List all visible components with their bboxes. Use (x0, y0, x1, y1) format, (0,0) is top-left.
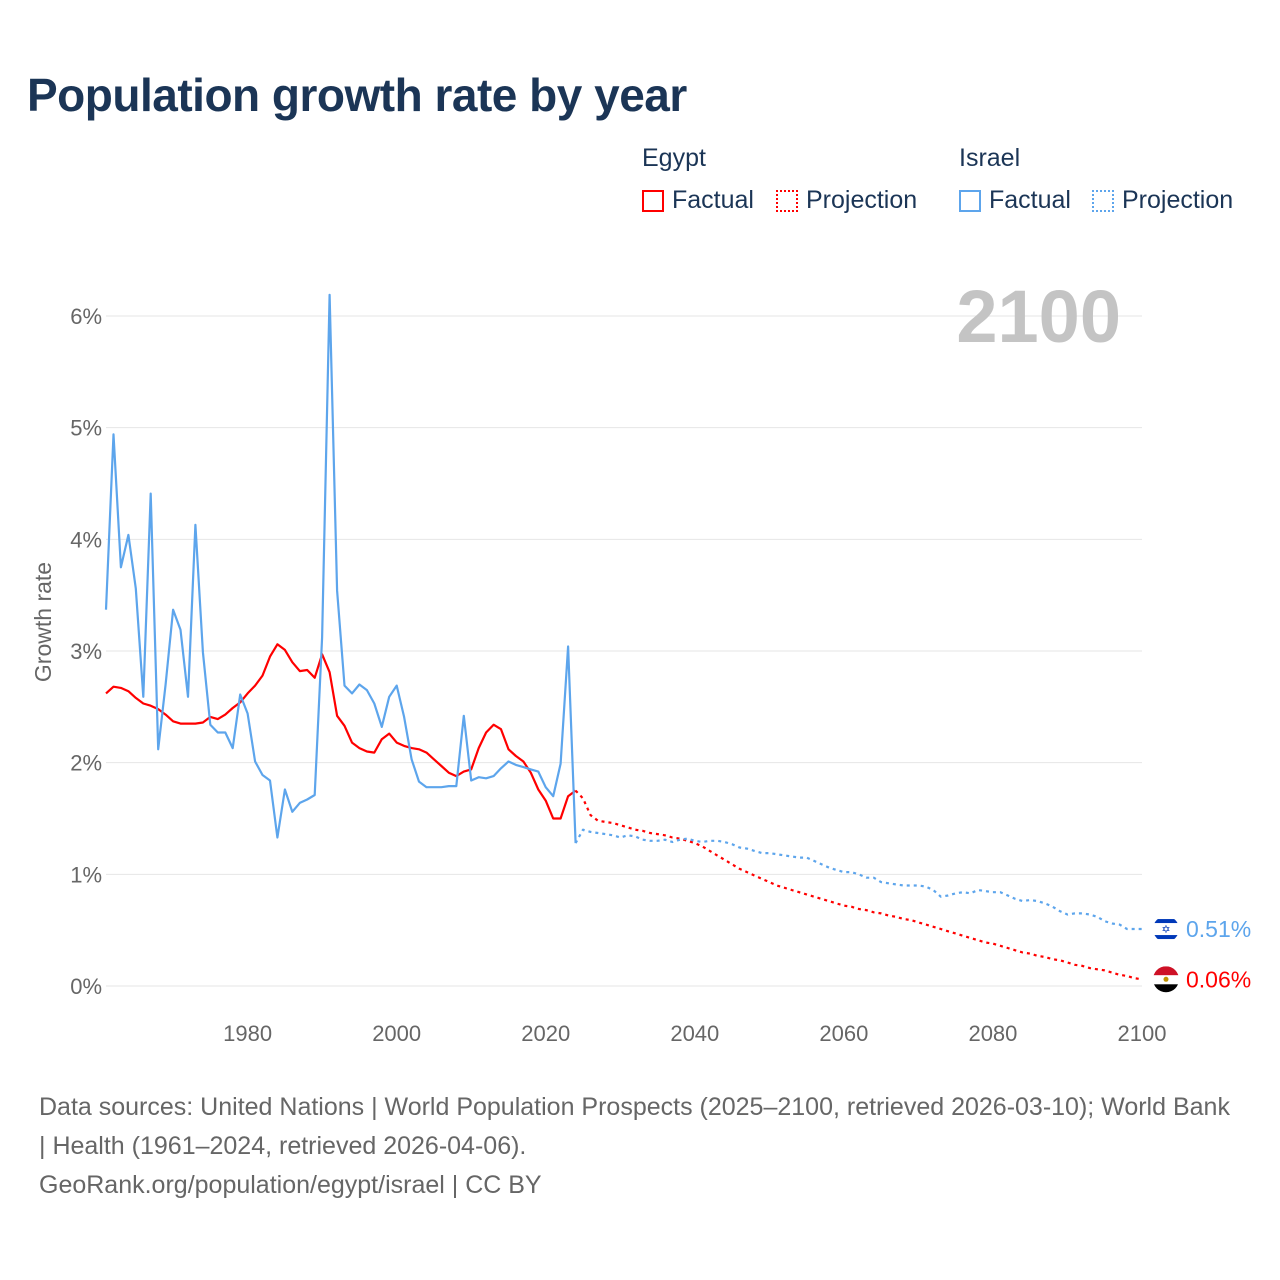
legend-group-egypt: Egypt (642, 144, 706, 172)
legend-label: Factual (672, 186, 754, 214)
data-sources: Data sources: United Nations | World Pop… (39, 1093, 1230, 1160)
y-axis-label: Growth rate (30, 562, 56, 682)
y-tick-label: 4% (70, 527, 102, 552)
israel-end-label: 0.51% (1186, 916, 1251, 942)
y-tick-label: 0% (70, 974, 102, 999)
footer: Data sources: United Nations | World Pop… (39, 1088, 1239, 1205)
legend-group-israel: Israel (959, 144, 1021, 172)
egypt-projection-line (574, 789, 1143, 981)
chart: 0% 1% 2% 3% 4% 5% 6% 1980 2000 2020 2040 2060 2080 21… (30, 275, 1251, 1046)
x-tick-label: 2060 (819, 1021, 868, 1046)
x-tick-label: 2100 (1118, 1021, 1167, 1046)
legend-label: Factual (989, 186, 1071, 214)
legend-label: Projection (806, 186, 918, 214)
egypt-factual-line (105, 643, 577, 820)
israel-projection-line (574, 828, 1142, 931)
credit-link[interactable]: GeoRank.org/population/egypt/israel | CC… (39, 1171, 542, 1199)
x-tick-label: 2000 (372, 1021, 421, 1046)
legend-egypt-factual[interactable]: Factual (642, 186, 754, 215)
legend-label: Projection (1122, 186, 1234, 214)
solid-swatch-icon (642, 189, 664, 212)
x-tick-label: 2080 (968, 1021, 1017, 1046)
legend-egypt-projection[interactable]: Projection (776, 186, 917, 215)
legend-israel-factual[interactable]: Factual (959, 186, 1071, 215)
y-tick-label: 2% (70, 751, 102, 776)
x-tick-label: 1980 (223, 1021, 272, 1046)
year-display: 2100 (956, 275, 1121, 358)
x-tick-label: 2040 (670, 1021, 719, 1046)
x-tick-label: 2020 (521, 1021, 570, 1046)
dotted-swatch-icon (776, 189, 798, 212)
israel-factual-line (104, 293, 577, 844)
y-tick-label: 6% (70, 304, 102, 329)
legend-israel-projection[interactable]: Projection (1092, 186, 1233, 215)
svg-text:✡: ✡ (1161, 924, 1170, 936)
page-title: Population growth rate by year (27, 69, 687, 121)
israel-flag-icon: ✡ (1153, 916, 1179, 943)
y-tick-label: 3% (70, 639, 102, 664)
y-tick-label: 5% (70, 416, 102, 441)
y-tick-label: 1% (70, 862, 102, 887)
egypt-end-label: 0.06% (1186, 966, 1251, 992)
egypt-flag-icon (1153, 966, 1179, 993)
dotted-swatch-icon (1092, 189, 1114, 212)
solid-swatch-icon (959, 189, 981, 212)
